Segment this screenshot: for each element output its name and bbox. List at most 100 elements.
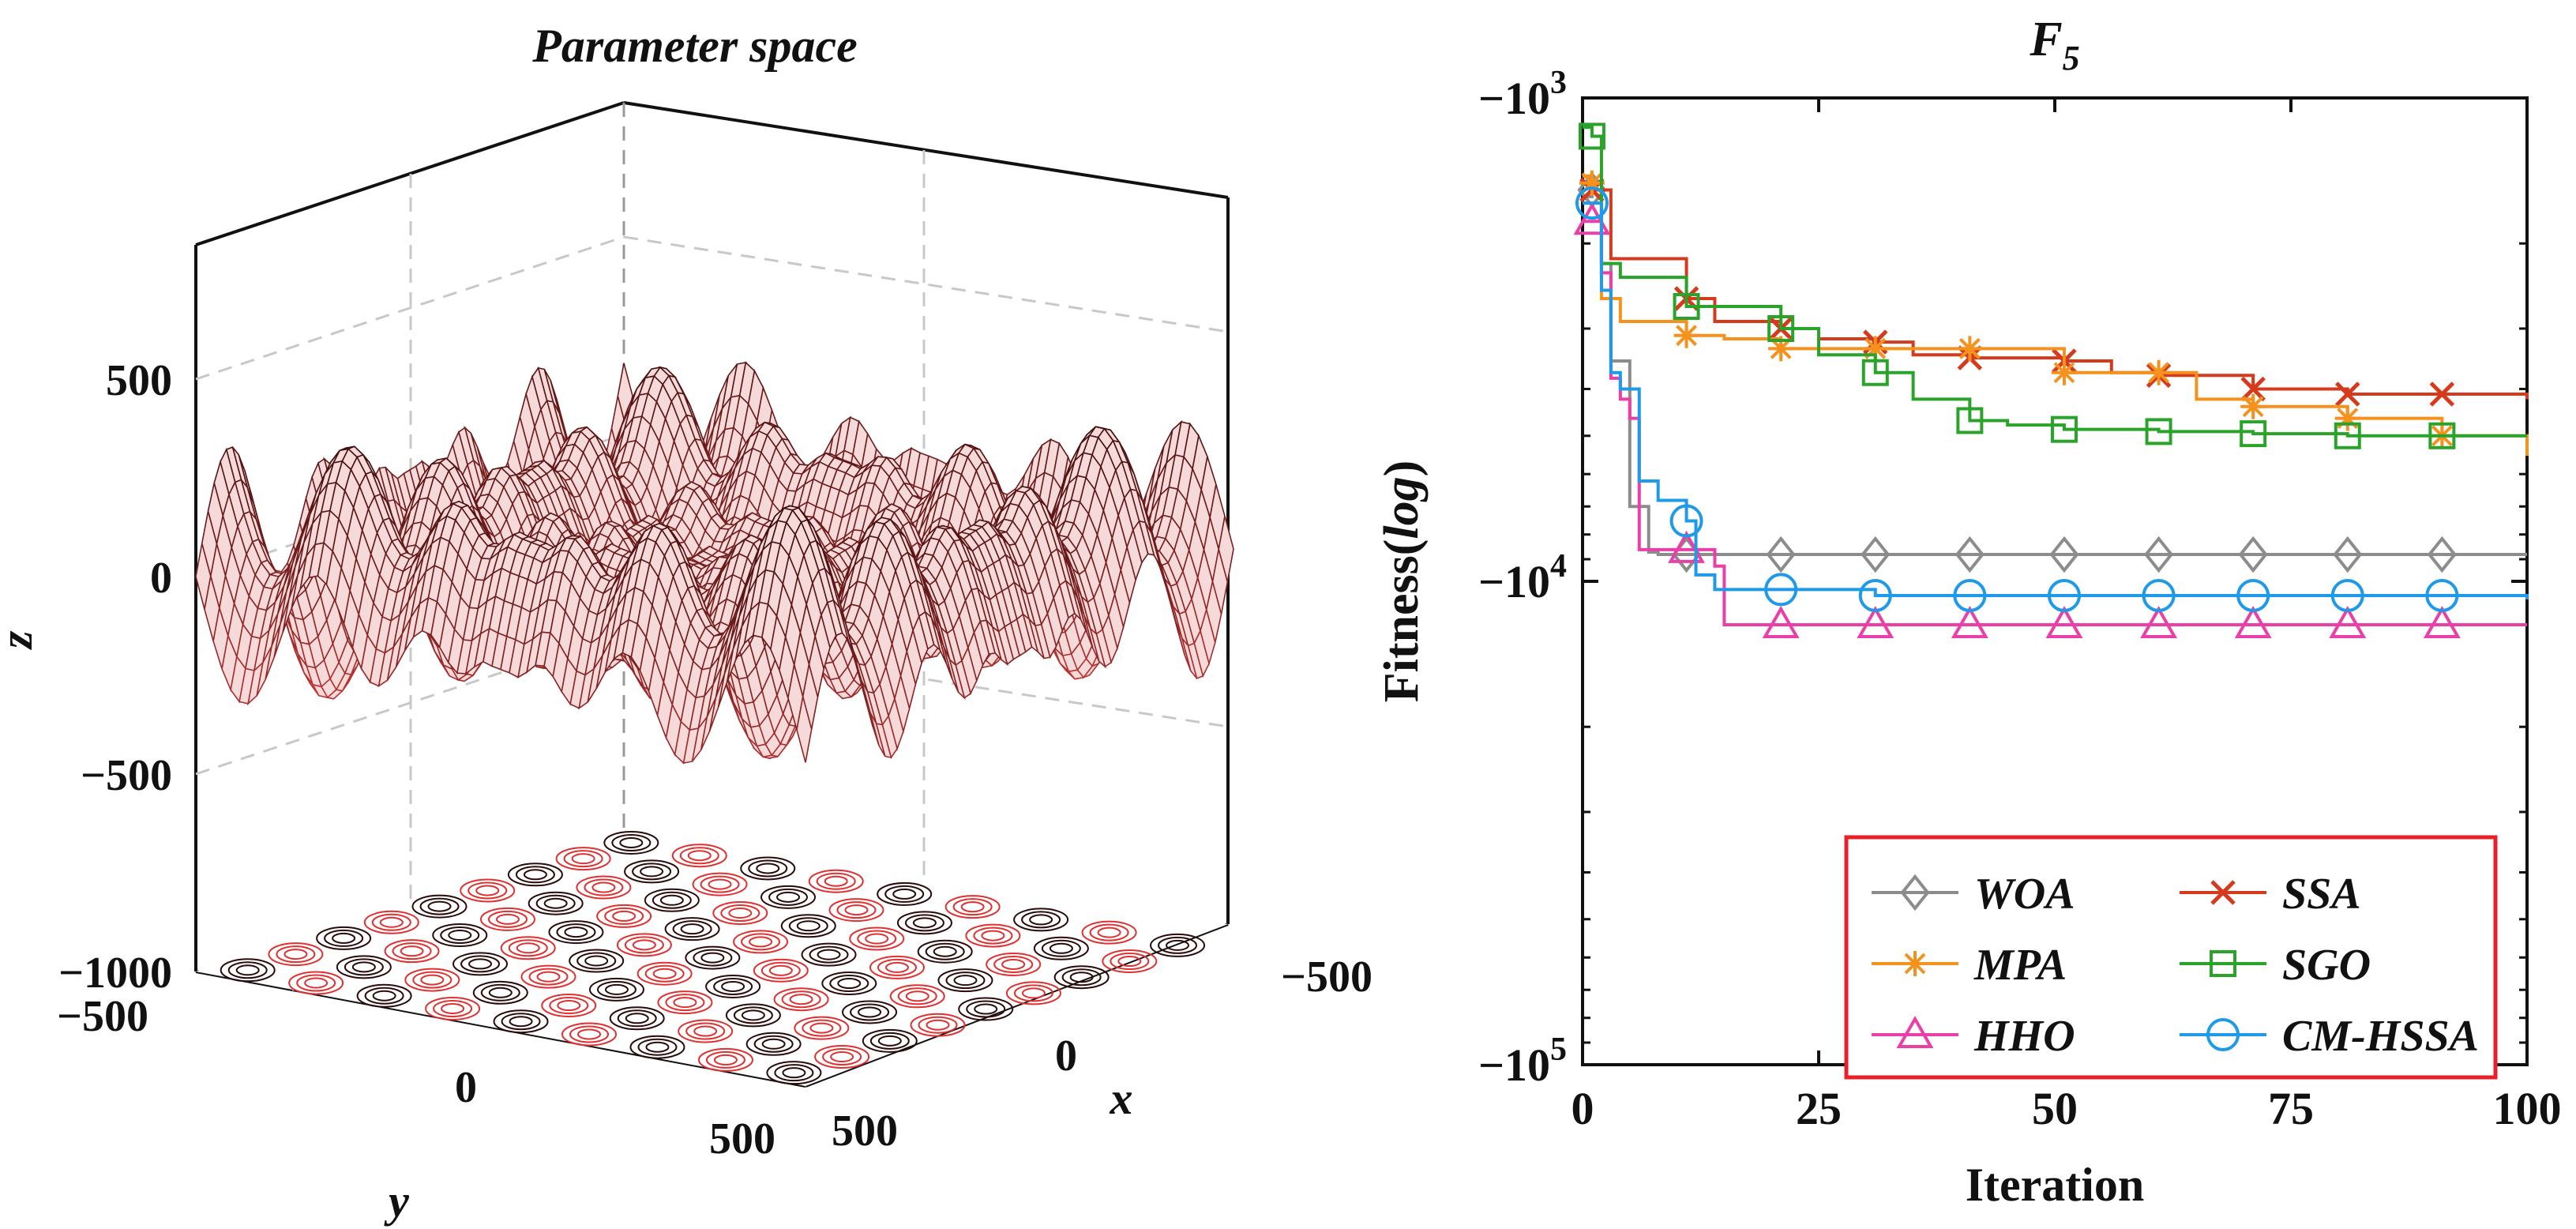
contour-ring	[344, 958, 384, 976]
contour-ring	[960, 901, 985, 913]
contour-ring	[619, 836, 644, 848]
contour-ring	[966, 1000, 1006, 1018]
contour-ring	[611, 833, 652, 851]
contour-ring	[1110, 953, 1150, 971]
contour-ring	[576, 875, 632, 900]
contour-ring	[761, 1038, 786, 1050]
contour-ring	[776, 891, 801, 903]
contour-ring	[849, 926, 905, 951]
contour-ring	[644, 888, 700, 912]
contour-ring	[673, 997, 697, 1009]
contour-ring	[488, 987, 513, 998]
contour-ring	[515, 866, 555, 884]
contour-ring	[836, 901, 877, 919]
contour-ring	[1166, 939, 1190, 951]
contour-ring	[336, 955, 392, 979]
contour-ring	[404, 968, 460, 992]
contour-ring	[548, 920, 604, 945]
contour-ring	[612, 910, 636, 922]
contour-ring	[640, 866, 664, 878]
contour-ring	[507, 863, 563, 887]
contour-ring	[816, 872, 856, 890]
contour-ring	[433, 999, 473, 1017]
contour-ring	[591, 881, 616, 893]
contour-ring	[644, 964, 685, 983]
contour-ring	[760, 961, 801, 979]
contour-ring	[392, 942, 432, 960]
contour-ring	[925, 942, 965, 960]
contour-ring	[652, 968, 677, 979]
contour-ring	[636, 961, 693, 986]
contour-ring	[884, 885, 925, 903]
contour-ring	[896, 911, 952, 935]
contour-ring	[768, 888, 809, 906]
contour-ring	[371, 913, 411, 931]
contour-ring	[637, 1038, 678, 1056]
contour-ring	[561, 1022, 618, 1047]
contour-ring	[877, 881, 933, 906]
contour-ring	[609, 1006, 665, 1031]
contour-ring	[296, 974, 336, 992]
contour-ring	[596, 980, 636, 998]
contour-ring	[692, 872, 748, 896]
contour-ring	[1041, 939, 1081, 957]
contour-ring	[944, 895, 1001, 919]
contour-ring	[865, 933, 889, 945]
contour-ring	[584, 878, 624, 896]
contour-ring	[604, 983, 629, 995]
contour-ring	[917, 939, 973, 964]
contour-ring	[227, 961, 268, 979]
contour-ring	[432, 923, 488, 948]
contour-ring	[789, 994, 813, 1005]
contour-ring	[912, 917, 937, 929]
contour-ring	[501, 1013, 541, 1031]
contour-ring	[460, 878, 516, 903]
contour-ring	[420, 974, 445, 986]
contour-ring	[528, 968, 569, 986]
contour-ring	[680, 923, 704, 935]
contour-ring	[748, 859, 788, 878]
contour-ring	[1021, 911, 1061, 929]
contour-ring	[617, 1009, 657, 1028]
contour-ring	[479, 907, 535, 931]
contour-ring	[452, 952, 509, 976]
contour-ring	[679, 847, 719, 865]
contour-ring	[794, 1016, 850, 1040]
contour-ring	[528, 891, 584, 915]
contour-ring	[425, 996, 481, 1020]
contour-ring	[412, 971, 452, 989]
contour-ring	[1013, 984, 1053, 1002]
contour-floor	[196, 829, 1228, 1086]
contour-ring	[986, 952, 1042, 976]
contour-ring	[973, 926, 1013, 945]
contour-ring	[844, 904, 869, 916]
contour-ring	[697, 1047, 753, 1072]
contour-ring	[952, 898, 993, 916]
contour-ring	[536, 971, 561, 983]
contour-ring	[857, 930, 897, 948]
contour-ring	[495, 913, 520, 925]
contour-ring	[363, 910, 419, 934]
contour-ring	[571, 853, 595, 865]
contour-ring	[953, 975, 978, 987]
contour-ring	[733, 930, 789, 954]
contour-ring	[705, 974, 761, 998]
contour-ring	[817, 949, 841, 960]
contour-ring	[665, 994, 705, 1012]
contour-ring	[652, 891, 692, 909]
contour-ring	[788, 917, 828, 935]
contour-ring	[685, 1022, 726, 1040]
contour-ring	[756, 863, 780, 874]
contour-ring	[937, 968, 993, 993]
contour-ring	[802, 1019, 842, 1037]
contour-ring	[869, 955, 926, 979]
contour-ring	[808, 869, 864, 893]
contour-ring	[862, 1028, 918, 1053]
contour-ring	[693, 1025, 718, 1037]
contour-ring	[400, 945, 424, 957]
contour-ring	[885, 961, 910, 973]
contour-ring	[427, 900, 452, 912]
contour-ring	[596, 904, 652, 928]
contour-ring	[933, 945, 957, 957]
contour-ring	[468, 958, 493, 970]
